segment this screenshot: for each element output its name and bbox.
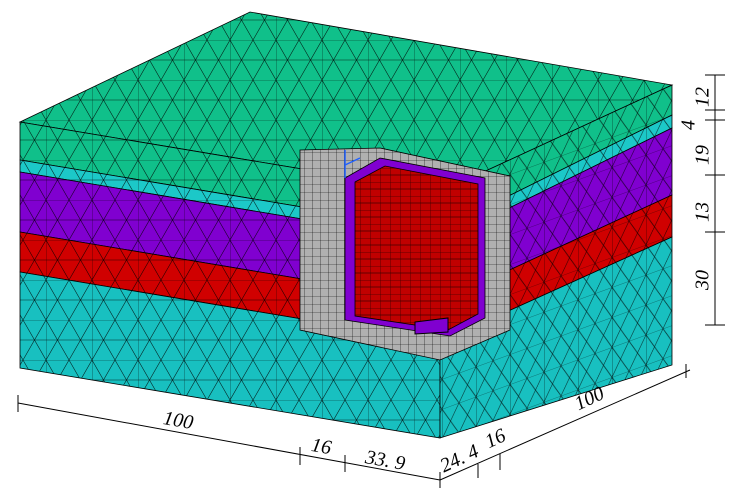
building (354, 165, 479, 331)
dim-label: 12 (692, 87, 714, 107)
dim-label: 19 (692, 145, 714, 165)
dim-label: 16 (482, 425, 509, 453)
dim-label: 4 (678, 120, 700, 130)
dimension-lines (17, 74, 725, 488)
top-mesh (20, 12, 672, 192)
excavation (299, 147, 511, 361)
dim-label: 33. 9 (363, 446, 407, 475)
dim-label: 100 (162, 407, 195, 434)
dim-label: 30 (692, 270, 714, 291)
dim-label: 16 (309, 434, 333, 459)
dim-label: 13 (692, 202, 714, 222)
